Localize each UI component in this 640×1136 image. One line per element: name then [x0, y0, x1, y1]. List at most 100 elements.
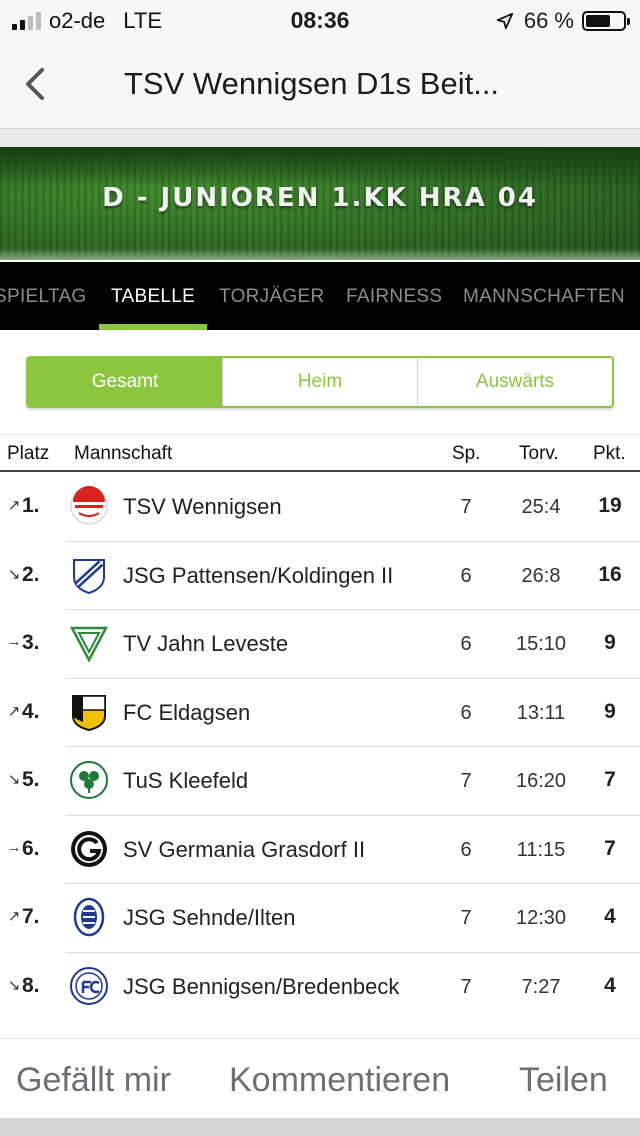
- goal-difference: 13:11: [516, 701, 566, 724]
- bottom-separator: [0, 1118, 640, 1136]
- comment-button[interactable]: Kommentieren: [229, 1061, 451, 1099]
- chevron-left-icon[interactable]: [22, 66, 48, 102]
- team-name: TV Jahn Leveste: [123, 631, 289, 656]
- goal-difference: 12:30: [515, 907, 567, 929]
- table-row[interactable]: ↘ 5. TuS Kleefeld 7 16:20 7: [0, 746, 640, 815]
- rank: 1.: [22, 494, 40, 517]
- header-mannschaft: Mannschaft: [74, 443, 173, 464]
- points: 16: [598, 562, 622, 586]
- table-row[interactable]: ↗ 1. TSV Wennigsen 7 25:4 19: [0, 472, 640, 541]
- tv-jahn-leveste-logo: [69, 626, 109, 663]
- goal-difference: 25:4: [521, 496, 561, 518]
- games-played: 7: [460, 907, 472, 929]
- sv-germania-grasdorf-logo: [71, 830, 107, 867]
- games-played: 7: [460, 770, 472, 792]
- rank: 7.: [22, 905, 40, 928]
- signal-icon: [12, 12, 41, 30]
- league-title: D - JUNIOREN 1.KK HRA 04: [102, 183, 538, 213]
- games-played: 7: [460, 496, 472, 518]
- carrier-name: o2-de: [49, 8, 106, 33]
- trend-up-icon: ↗: [7, 702, 21, 720]
- segment-auswaerts[interactable]: Auswärts: [417, 358, 612, 406]
- points: 9: [604, 631, 616, 654]
- jsg-bennigsen-logo: [70, 966, 108, 1005]
- rank: 4.: [22, 699, 40, 723]
- active-tab-indicator: [99, 324, 207, 330]
- tab-torjaeger[interactable]: TORJÄGER: [219, 286, 325, 307]
- header-platz: Platz: [7, 443, 50, 464]
- goal-difference: 26:8: [521, 564, 561, 587]
- points: 4: [604, 973, 616, 997]
- status-left: o2-de LTE: [12, 8, 162, 34]
- games-played: 6: [460, 633, 472, 655]
- trend-down-icon: ↘: [7, 771, 21, 788]
- table-row[interactable]: ↘ 8. JSG Bennigsen/Bredenbeck 7 7:27 4: [0, 951, 640, 1021]
- team-name: SV Germania Grasdorf II: [123, 836, 366, 862]
- rank: 6.: [22, 836, 40, 860]
- jsg-pattensen-logo: [73, 558, 105, 594]
- tsv-wennigsen-logo: [70, 486, 108, 525]
- rank: 5.: [22, 768, 40, 791]
- goal-difference: 7:27: [521, 975, 561, 998]
- jsg-sehnde-ilten-logo: [73, 897, 105, 937]
- tab-spieltag[interactable]: SPIELTAG: [0, 286, 87, 307]
- games-played: 7: [460, 975, 472, 998]
- points: 7: [604, 768, 616, 791]
- team-name: TSV Wennigsen: [123, 494, 282, 519]
- tab-bar: SPIELTAG TABELLE TORJÄGER FAIRNESS MANNS…: [0, 262, 640, 330]
- rank: 3.: [22, 631, 40, 654]
- page-title: TSV Wennigsen D1s Beit...: [124, 66, 500, 101]
- league-banner: D - JUNIOREN 1.KK HRA 04: [0, 147, 640, 260]
- tab-mannschaften[interactable]: MANNSCHAFTEN: [463, 286, 625, 307]
- separator: [0, 129, 640, 147]
- table-row[interactable]: ↘ 2. JSG Pattensen/Koldingen II 6 26:8 1…: [0, 540, 640, 610]
- team-name: TuS Kleefeld: [123, 768, 249, 793]
- table-filter-segment: Gesamt Heim Auswärts: [26, 356, 614, 408]
- goal-difference: 15:10: [515, 633, 567, 655]
- goal-difference: 16:20: [515, 770, 567, 792]
- team-name: JSG Bennigsen/Bredenbeck: [123, 973, 400, 999]
- team-name: JSG Sehnde/Ilten: [123, 905, 296, 930]
- rank: 8.: [22, 973, 40, 997]
- points: 9: [604, 699, 616, 723]
- table-row[interactable]: ↗ 7. JSG Sehnde/Ilten 7 12:30 4: [0, 883, 640, 952]
- header-torv: Torv.: [519, 443, 559, 464]
- rank: 2.: [22, 562, 40, 586]
- battery-icon: [582, 11, 630, 31]
- standings-table: ↗ 1. TSV Wennigsen 7 25:4 19 ↘ 2. JSG Pa…: [0, 472, 640, 1020]
- segment-gesamt[interactable]: Gesamt: [28, 358, 222, 406]
- network-type: LTE: [123, 8, 162, 33]
- trend-down-icon: ↘: [7, 976, 21, 994]
- trend-same-icon: →: [6, 838, 22, 856]
- trend-up-icon: ↗: [7, 908, 21, 925]
- header-pkt: Pkt.: [593, 443, 626, 464]
- goal-difference: 11:15: [516, 838, 566, 861]
- games-played: 6: [460, 701, 472, 724]
- status-bar: o2-de LTE 08:36 66 %: [0, 0, 640, 40]
- trend-same-icon: →: [6, 633, 22, 650]
- tab-tabelle[interactable]: TABELLE: [111, 286, 196, 307]
- header-sp: Sp.: [452, 443, 481, 464]
- trend-up-icon: ↗: [7, 497, 21, 514]
- table-row[interactable]: → 6. SV Germania Grasdorf II 6 11:15 7: [0, 814, 640, 884]
- team-name: JSG Pattensen/Koldingen II: [123, 562, 394, 588]
- status-right: 66 %: [496, 8, 630, 34]
- table-header: Platz Mannschaft Sp. Torv. Pkt.: [0, 434, 640, 472]
- games-played: 6: [460, 564, 472, 587]
- tab-fairness[interactable]: FAIRNESS: [346, 286, 443, 307]
- points: 7: [604, 836, 616, 860]
- post-actions: Gefällt mir Kommentieren Teilen: [0, 1038, 640, 1119]
- table-row[interactable]: → 3. TV Jahn Leveste 6 15:10 9: [0, 609, 640, 678]
- battery-percent: 66 %: [523, 8, 574, 33]
- team-name: FC Eldagsen: [123, 699, 251, 725]
- navigation-bar: TSV Wennigsen D1s Beit...: [0, 40, 640, 129]
- status-time: 08:36: [290, 7, 350, 33]
- like-button[interactable]: Gefällt mir: [16, 1061, 171, 1099]
- trend-down-icon: ↘: [7, 565, 21, 583]
- points: 19: [598, 494, 622, 517]
- location-arrow-icon: [496, 12, 513, 30]
- tus-kleefeld-logo: [70, 761, 108, 799]
- share-button[interactable]: Teilen: [519, 1061, 608, 1099]
- segment-heim[interactable]: Heim: [222, 358, 417, 406]
- table-row[interactable]: ↗ 4. FC Eldagsen 6 13:11 9: [0, 677, 640, 747]
